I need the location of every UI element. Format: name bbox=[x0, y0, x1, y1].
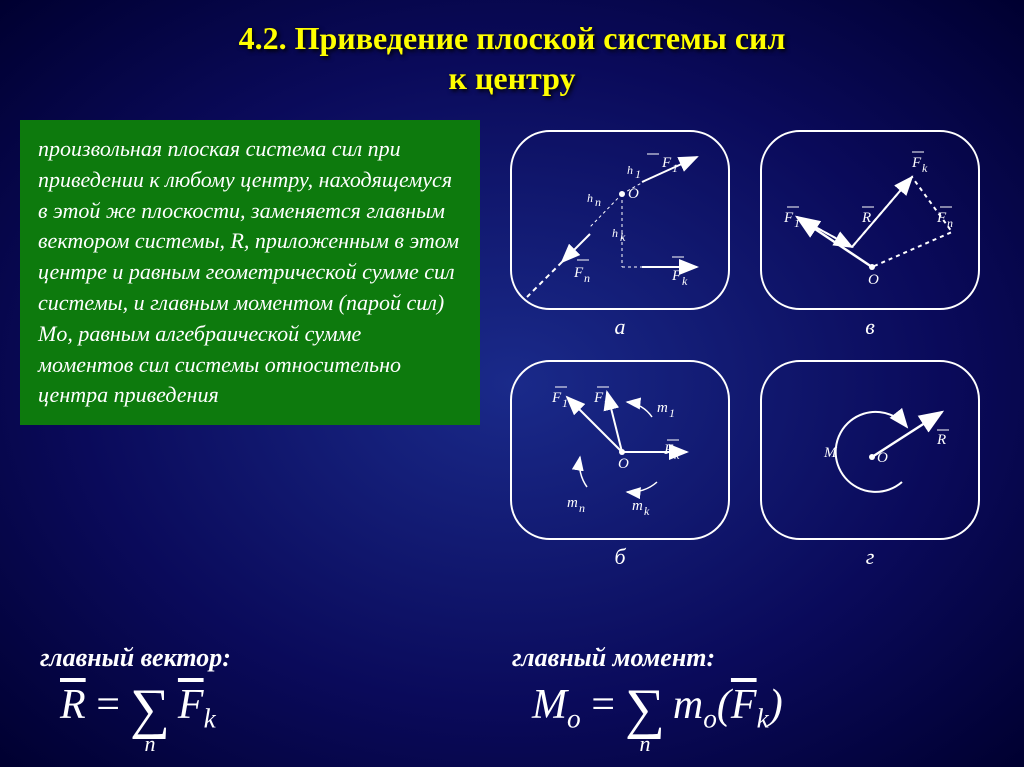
svg-text:n: n bbox=[579, 501, 585, 515]
panel-v-label: в bbox=[865, 314, 875, 340]
svg-text:F: F bbox=[671, 268, 682, 284]
panel-v: O F1 Fk Fn R в bbox=[760, 130, 980, 310]
svg-text:n: n bbox=[947, 216, 953, 230]
panel-g-label: г bbox=[866, 544, 875, 570]
panel-v-svg: O F1 Fk Fn R bbox=[762, 132, 982, 312]
svg-text:1: 1 bbox=[669, 406, 675, 420]
svg-text:k: k bbox=[644, 504, 650, 518]
vector-label: главный вектор: bbox=[40, 643, 512, 673]
moment-column: главный момент: Mo = ∑ n mo(Fk) bbox=[512, 643, 984, 755]
svg-text:h: h bbox=[587, 191, 593, 205]
vector-column: главный вектор: R = ∑ n Fk bbox=[40, 643, 512, 755]
panel-b-label: б bbox=[614, 544, 625, 570]
bottom-formulas: главный вектор: R = ∑ n Fk главный момен… bbox=[0, 643, 1024, 755]
svg-text:O: O bbox=[618, 456, 629, 472]
svg-text:F: F bbox=[663, 442, 674, 458]
svg-text:n: n bbox=[584, 271, 590, 285]
svg-text:O: O bbox=[868, 272, 879, 288]
svg-text:m: m bbox=[567, 495, 578, 511]
svg-text:h: h bbox=[612, 226, 618, 240]
svg-text:F: F bbox=[911, 155, 922, 171]
panel-b: O F1 Fn Fk m1 mk bbox=[510, 360, 730, 540]
content-row: произвольная плоская система сил при при… bbox=[0, 120, 1024, 425]
svg-text:m: m bbox=[657, 400, 668, 416]
svg-text:n: n bbox=[604, 396, 610, 410]
svg-text:1: 1 bbox=[562, 396, 568, 410]
svg-text:k: k bbox=[620, 230, 626, 244]
svg-text:F: F bbox=[661, 155, 672, 171]
panel-a: O F1 h1 Fn hn Fk bbox=[510, 130, 730, 310]
vector-formula: R = ∑ n Fk bbox=[60, 681, 512, 755]
svg-text:F: F bbox=[551, 390, 562, 406]
svg-text:k: k bbox=[682, 274, 688, 288]
panel-g-svg: O R M bbox=[762, 362, 982, 542]
svg-text:n: n bbox=[595, 195, 601, 209]
sigma-vector: ∑ n bbox=[130, 681, 170, 755]
panel-g: O R M г bbox=[760, 360, 980, 540]
title-line-2: к центру bbox=[0, 58, 1024, 98]
svg-text:F: F bbox=[593, 390, 604, 406]
svg-text:1: 1 bbox=[635, 167, 641, 181]
svg-text:R: R bbox=[861, 210, 871, 226]
svg-text:F: F bbox=[936, 210, 947, 226]
svg-text:R: R bbox=[936, 432, 946, 448]
panel-b-svg: O F1 Fn Fk m1 mk bbox=[512, 362, 732, 542]
svg-text:h: h bbox=[627, 163, 633, 177]
page-title: 4.2. Приведение плоской системы сил к це… bbox=[0, 0, 1024, 98]
moment-formula: Mo = ∑ n mo(Fk) bbox=[532, 681, 984, 755]
sigma-moment: ∑ n bbox=[625, 681, 665, 755]
moment-label: главный момент: bbox=[512, 643, 984, 673]
svg-text:m: m bbox=[632, 498, 643, 514]
svg-text:F: F bbox=[783, 210, 794, 226]
diagram-area: O F1 h1 Fn hn Fk bbox=[500, 120, 1004, 425]
panel-a-svg: O F1 h1 Fn hn Fk bbox=[512, 132, 732, 312]
label-O: O bbox=[628, 186, 639, 202]
svg-text:k: k bbox=[922, 161, 928, 175]
svg-text:k: k bbox=[674, 448, 680, 462]
title-line-1: 4.2. Приведение плоской системы сил bbox=[0, 18, 1024, 58]
definition-box: произвольная плоская система сил при при… bbox=[20, 120, 480, 425]
svg-text:F: F bbox=[573, 265, 584, 281]
svg-text:1: 1 bbox=[672, 161, 678, 175]
panel-a-label: а bbox=[615, 314, 626, 340]
svg-text:M: M bbox=[823, 445, 838, 461]
